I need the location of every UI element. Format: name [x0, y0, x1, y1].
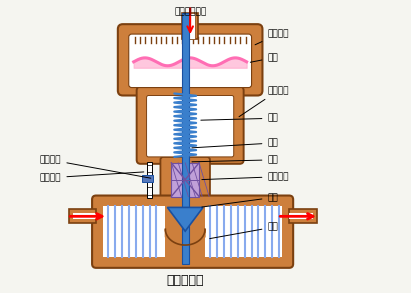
Bar	[182, 13, 189, 264]
Text: 行程指针: 行程指针	[40, 155, 151, 178]
Bar	[289, 209, 317, 223]
Bar	[182, 13, 198, 39]
Bar	[147, 162, 152, 197]
Text: 阀杆: 阀杆	[192, 155, 278, 164]
Text: 推杆: 推杆	[192, 139, 278, 148]
Text: 膜室下腔: 膜室下腔	[239, 86, 289, 117]
Bar	[142, 175, 153, 182]
Polygon shape	[165, 229, 205, 245]
FancyBboxPatch shape	[137, 86, 244, 164]
Bar	[185, 13, 195, 39]
FancyBboxPatch shape	[92, 195, 293, 268]
FancyBboxPatch shape	[129, 34, 252, 88]
Text: 行程刻度: 行程刻度	[40, 172, 144, 182]
Text: 气动薄膜阀: 气动薄膜阀	[166, 274, 204, 287]
Text: 弹簧: 弹簧	[201, 114, 278, 123]
Bar	[205, 207, 282, 257]
Bar	[171, 163, 199, 197]
Text: 膜片: 膜片	[250, 53, 278, 62]
Text: 阀芯: 阀芯	[202, 193, 278, 207]
Polygon shape	[167, 207, 203, 231]
Bar	[289, 213, 313, 219]
Bar	[103, 207, 165, 257]
Text: 阀座: 阀座	[210, 223, 278, 239]
Text: 膜室上腔: 膜室上腔	[255, 30, 289, 45]
FancyBboxPatch shape	[160, 157, 210, 202]
FancyBboxPatch shape	[147, 96, 234, 157]
Text: 密封填料: 密封填料	[202, 172, 289, 181]
Bar	[73, 213, 96, 219]
FancyBboxPatch shape	[118, 24, 263, 96]
Bar	[69, 209, 96, 223]
Text: 压力信号入口: 压力信号入口	[174, 7, 206, 16]
